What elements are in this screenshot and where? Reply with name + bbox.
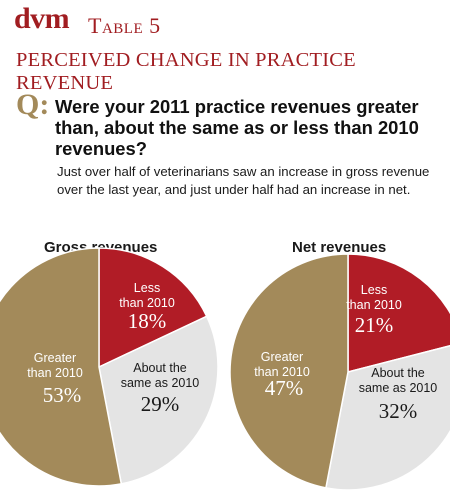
slice-value-greater-than-2010: 47%: [265, 376, 304, 400]
slice-value-same-as-2010: 32%: [379, 399, 418, 423]
table-label: Table 5: [88, 13, 161, 38]
dvm-logo: dvm: [14, 2, 70, 35]
pie-slice-same-as-2010: [325, 345, 450, 491]
pie-slice-less-than-2010: [347, 253, 450, 373]
pie-slice-greater-than-2010: [0, 247, 123, 487]
slice-label-less-than-2010: Less than 2010: [346, 283, 402, 312]
question-prefix: Q:: [16, 88, 50, 121]
chart-subtitle: PERCEIVED CHANGE IN PRACTICE REVENUE: [16, 49, 356, 94]
slice-value-less-than-2010: 18%: [128, 309, 167, 333]
slice-label-greater-than-2010: Greater than 2010: [254, 350, 310, 379]
question-text: Were your 2011 practice revenues greater…: [55, 96, 419, 159]
slice-value-greater-than-2010: 53%: [43, 383, 82, 407]
pie-slice-less-than-2010: [98, 247, 208, 369]
net-revenues-title: Net revenues: [292, 239, 387, 256]
slice-label-same-as-2010: About the same as 2010: [121, 361, 200, 390]
question-description: Just over half of veterinarians saw an i…: [57, 164, 430, 197]
pie-slice-greater-than-2010: [229, 253, 349, 489]
pie-slice-same-as-2010: [98, 315, 219, 485]
slice-value-same-as-2010: 29%: [141, 392, 180, 416]
slice-value-less-than-2010: 21%: [355, 313, 394, 337]
slice-label-less-than-2010: Less than 2010: [119, 281, 175, 310]
slice-label-same-as-2010: About the same as 2010: [359, 366, 438, 395]
slice-label-greater-than-2010: Greater than 2010: [27, 351, 83, 380]
